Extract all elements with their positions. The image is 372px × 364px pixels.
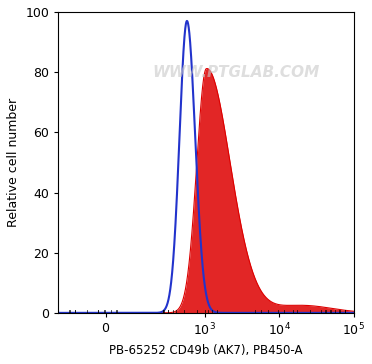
Text: WWW.PTGLAB.COM: WWW.PTGLAB.COM <box>152 65 319 80</box>
X-axis label: PB-65252 CD49b (AK7), PB450-A: PB-65252 CD49b (AK7), PB450-A <box>109 344 303 357</box>
Y-axis label: Relative cell number: Relative cell number <box>7 98 20 227</box>
